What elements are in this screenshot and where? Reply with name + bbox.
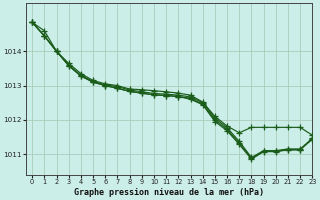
X-axis label: Graphe pression niveau de la mer (hPa): Graphe pression niveau de la mer (hPa) [74, 188, 264, 197]
